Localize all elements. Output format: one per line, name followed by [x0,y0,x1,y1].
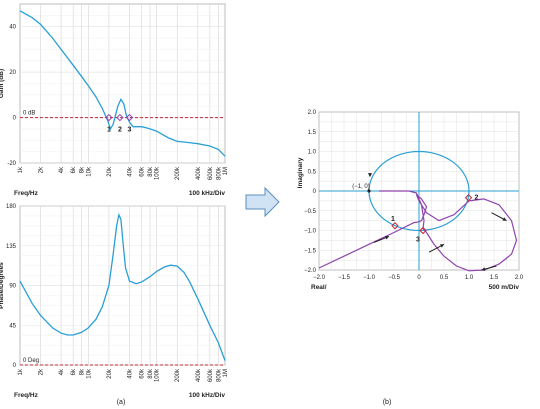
x-tick-label: 2.0 [515,275,524,281]
x-tick-label: 1M [223,167,229,175]
gain-plot: 1k 2k 4k 6k 8k 10k 20k 40k 60k 80k 100k 200k 400k 600… [0,3,229,197]
y-tick-label: -20 [7,161,16,167]
x-tick-label: −1.0 [363,275,376,281]
crossover-label: 2 [118,127,122,134]
x-tick-label: 80k [148,166,154,177]
x-tick-label: 600k [208,166,214,180]
x-tick-label: 60k [140,368,146,379]
x-tick-label: 100k [155,368,161,382]
x-tick-label: 4k [59,368,65,375]
critical-point [367,189,371,193]
nyquist-plot: −2.0 −1.5 −1.0 −0.5 0 0.5 1.0 1.5 2.0 −2.0 −1.5 −1.… [297,110,524,291]
y-tick-label: 40 [9,25,16,31]
y-tick-label: 2.0 [308,110,317,116]
x-tick-label: −1.5 [338,275,351,281]
circle-arrow-head [368,173,372,178]
crossover-marker [116,113,124,122]
x-tick-label: 8k [80,368,86,375]
x-tick-label: 800k [216,166,222,180]
crossover-label: 1 [107,127,111,134]
reference-line-label: 0 dB [23,111,35,117]
y-tick-label: 90 [9,284,16,290]
y-axis-label: Imaginary [297,157,304,188]
crossing-label: 3 [416,237,420,244]
x-tick-label: 80k [148,368,154,379]
direction-arrow-head [502,217,507,221]
x-tick-label: 20k [107,166,113,177]
x-tick-label: 0.5 [440,275,449,281]
x-axis-label: Freq/Hz [14,392,39,399]
x-tick-label: 1.5 [490,275,499,281]
x-tick-label: 8k [80,166,86,173]
x-tick-label: 0 [417,275,421,281]
caption-left: (a) [117,399,126,406]
y-tick-label: −1.0 [304,229,317,235]
crossing-marker [419,226,427,235]
series-line [19,212,226,361]
y-tick-label: −2.0 [304,268,317,274]
reference-line-label: 0 Deg [23,358,39,364]
y-tick-label: 1.0 [308,150,317,156]
x-axis-scale-label: 500 m/Div [489,284,520,291]
x-tick-label: 1k [18,368,24,375]
x-tick-label: 400k [196,368,202,382]
x-tick-label: −0.5 [388,275,401,281]
x-tick-label: 600k [208,368,214,382]
x-tick-label: −2.0 [313,275,326,281]
crossing-label: 1 [391,216,395,223]
y-tick-label: 180 [6,204,17,210]
crossing-marker [391,222,399,230]
x-tick-label: 4k [59,166,65,173]
y-tick-label: 1.5 [308,130,317,136]
y-tick-label: −0.5 [304,209,317,215]
x-tick-label: 40k [127,368,133,379]
x-tick-label: 100k [155,166,161,180]
x-tick-label: 40k [127,166,133,177]
x-tick-label: 200k [175,368,181,382]
x-axis-label: Real/ [311,284,327,291]
x-tick-label: 800k [216,368,222,382]
y-tick-label: 135 [6,244,17,250]
y-tick-label: 0 [13,116,17,122]
x-tick-label: 20k [107,368,113,379]
x-tick-label: 10k [86,166,92,177]
x-axis-scale-label: 100 kHz/Div [189,392,226,399]
y-tick-label: 45 [9,323,16,329]
y-tick-label: 0.5 [308,169,317,175]
y-tick-label: 0 [13,363,17,369]
caption-right: (b) [383,399,392,406]
phase-plot: 1k 2k 4k 6k 8k 10k 20k 40k 60k 80k 100k 200k 400k 600… [0,204,229,399]
critical-point-label: (−1, 0) [352,184,370,190]
crossing-marker [464,194,473,202]
x-tick-label: 2k [39,166,45,173]
y-tick-label: −1.5 [304,248,317,254]
y-axis-label: Gain (dB) [0,69,5,98]
direction-arrow-head [481,267,486,271]
x-tick-label: 10k [86,368,92,379]
x-tick-label: 1.0 [465,275,474,281]
direction-arrow-head [385,235,389,240]
crossover-marker [125,113,134,122]
x-axis-label: Freq/Hz [14,190,39,197]
direction-arrow-head [440,244,444,248]
x-tick-label: 1M [223,369,229,377]
crossover-marker [105,113,113,122]
crossover-label: 3 [128,127,132,134]
x-tick-label: 60k [140,166,146,177]
y-axis-label: Phase/Degrees [0,262,5,309]
series-line [19,10,226,157]
nyquist-curve [318,190,518,272]
x-tick-label: 1k [18,166,24,173]
x-tick-label: 2k [39,368,45,375]
x-tick-label: 6k [71,368,77,375]
y-tick-label: 20 [9,70,16,76]
y-tick-label: 0 [313,189,317,195]
crossing-label: 2 [475,195,479,202]
transition-arrow [245,186,280,218]
x-tick-label: 400k [196,166,202,180]
x-tick-label: 6k [71,166,77,173]
x-axis-scale-label: 100 kHz/Div [189,190,226,197]
x-tick-label: 200k [175,166,181,180]
